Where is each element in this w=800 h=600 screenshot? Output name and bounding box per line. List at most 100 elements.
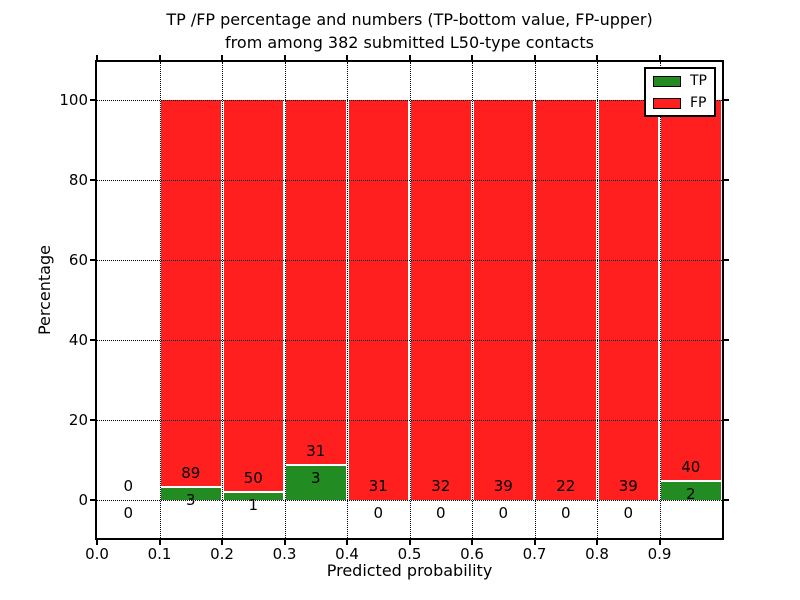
fp-bar-segment xyxy=(473,100,533,500)
x-tick-mark xyxy=(596,539,598,545)
tp-bar-segment xyxy=(286,464,346,500)
x-tick-mark-top xyxy=(596,55,598,61)
x-axis-label: Predicted probability xyxy=(326,561,493,580)
y-tick-mark xyxy=(90,99,96,101)
v-gridline xyxy=(597,62,598,538)
x-tick-label: 0.7 xyxy=(522,545,547,563)
y-tick-mark-right xyxy=(723,339,729,341)
x-tick-label: 0.1 xyxy=(147,545,172,563)
legend: TP FP xyxy=(644,67,716,117)
tp-count-label: 0 xyxy=(435,504,446,522)
tp-bar-segment xyxy=(661,480,721,500)
fp-count-label: 31 xyxy=(368,477,388,495)
bar-seam xyxy=(286,463,346,466)
fp-count-label: 0 xyxy=(123,477,134,495)
fp-count-label: 89 xyxy=(181,463,201,482)
fp-bar-segment xyxy=(223,100,283,493)
y-tick-mark-right xyxy=(723,419,729,421)
tp-bar-segment xyxy=(223,492,283,500)
y-tick-mark xyxy=(90,339,96,341)
tp-count-label: 1 xyxy=(248,496,259,515)
fp-bar-segment xyxy=(661,100,721,481)
tp-count-label: 0 xyxy=(498,504,509,522)
legend-label-fp: FP xyxy=(690,95,707,111)
tp-count-label: 3 xyxy=(310,468,321,487)
tp-bar-segment xyxy=(161,486,221,500)
legend-item-tp: TP xyxy=(653,74,707,88)
tp-count-label: 0 xyxy=(123,504,134,522)
y-tick-mark xyxy=(90,179,96,181)
fp-bar-segment xyxy=(286,100,346,465)
tp-count-label: 0 xyxy=(623,504,634,522)
v-gridline xyxy=(659,62,661,538)
plot-area: TP FP 0 20 40 60 80 100 0.0 0.1 0.2 0.3 0.4 0.5 0.6 0… xyxy=(59,55,729,563)
y-tick-label: 80 xyxy=(68,171,88,189)
x-tick-mark-top xyxy=(471,55,473,61)
y-tick-mark-right xyxy=(723,179,729,181)
x-tick-label: 0.6 xyxy=(460,545,484,563)
y-tick-mark-right xyxy=(723,499,729,501)
x-tick-label: 0.0 xyxy=(85,545,109,563)
legend-label-tp: TP xyxy=(690,73,707,89)
x-tick-mark xyxy=(221,539,223,545)
x-tick-mark xyxy=(158,539,161,545)
v-gridline xyxy=(284,62,286,538)
tp-count-label: 3 xyxy=(185,490,196,509)
x-tick-mark xyxy=(533,539,536,545)
x-tick-mark xyxy=(408,539,411,545)
y-tick-mark xyxy=(90,259,96,261)
fp-bar-segment xyxy=(348,100,408,500)
x-tick-mark xyxy=(471,539,473,545)
x-tick-mark-top xyxy=(221,55,223,61)
fp-bar-segment xyxy=(598,100,658,500)
y-tick-label: 0 xyxy=(78,491,88,509)
chart-title: TP /FP percentage and numbers (TP-bottom… xyxy=(95,8,724,54)
x-tick-mark-top xyxy=(158,55,161,61)
fp-swatch-icon xyxy=(653,97,681,109)
x-tick-mark-top xyxy=(346,55,348,61)
v-gridline xyxy=(222,62,223,538)
x-tick-mark-top xyxy=(96,55,98,61)
fp-count-label: 31 xyxy=(306,441,326,460)
fp-count-label: 40 xyxy=(681,457,701,476)
x-tick-label: 0.4 xyxy=(335,545,359,563)
y-tick-mark-right xyxy=(723,99,729,101)
v-gridline xyxy=(409,62,411,538)
tp-count-label: 0 xyxy=(373,504,384,522)
y-axis-label: Percentage xyxy=(35,245,54,336)
x-tick-mark xyxy=(346,539,348,545)
y-tick-label: 20 xyxy=(68,411,88,429)
x-tick-mark-top xyxy=(408,55,411,61)
y-tick-mark xyxy=(90,419,96,421)
bar-seam xyxy=(661,479,721,482)
fp-bar-segment xyxy=(161,100,221,487)
y-tick-mark-right xyxy=(723,259,729,261)
x-tick-mark xyxy=(658,539,661,545)
fp-bar-segment xyxy=(536,100,596,500)
fp-bar-segment xyxy=(411,100,471,500)
x-tick-label: 0.5 xyxy=(397,545,422,563)
tp-count-label: 2 xyxy=(685,484,696,503)
tp-swatch-icon xyxy=(653,75,681,87)
bar-seam xyxy=(223,491,283,494)
v-gridline xyxy=(347,62,348,538)
y-tick-label: 100 xyxy=(59,91,88,109)
fp-count-label: 39 xyxy=(493,477,513,495)
x-tick-label: 0.9 xyxy=(647,545,672,563)
chart-title-line2: from among 382 submitted L50-type contac… xyxy=(225,33,594,52)
y-tick-label: 40 xyxy=(68,331,88,349)
v-gridline xyxy=(472,62,473,538)
x-tick-mark xyxy=(283,539,286,545)
x-tick-mark-top xyxy=(658,55,661,61)
fp-count-label: 22 xyxy=(556,477,576,495)
tp-count-label: 0 xyxy=(560,504,571,522)
x-tick-label: 0.3 xyxy=(272,545,297,563)
v-gridline xyxy=(159,62,161,538)
y-tick-label: 60 xyxy=(68,251,88,269)
fp-count-label: 50 xyxy=(243,469,263,488)
chart-title-line1: TP /FP percentage and numbers (TP-bottom… xyxy=(166,10,653,29)
x-tick-mark xyxy=(96,539,98,545)
x-tick-label: 0.8 xyxy=(585,545,609,563)
x-tick-label: 0.2 xyxy=(210,545,234,563)
